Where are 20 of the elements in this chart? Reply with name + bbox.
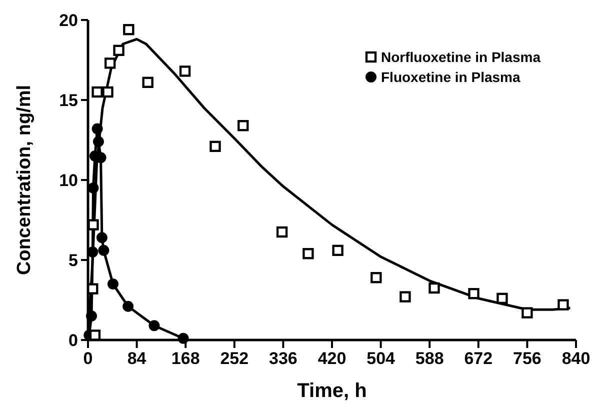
x-tick-label: 252 xyxy=(220,349,249,368)
y-tick-label: 20 xyxy=(59,11,78,30)
x-tick-label: 504 xyxy=(366,349,396,368)
y-axis-title: Concentration, ng/ml xyxy=(14,85,35,275)
y-tick-label: 15 xyxy=(59,91,78,110)
x-tick-label: 588 xyxy=(415,349,444,368)
x-tick-label: 0 xyxy=(83,349,93,368)
x-tick-label: 84 xyxy=(127,349,147,368)
x-tick-label: 840 xyxy=(562,349,590,368)
y-tick-label: 5 xyxy=(68,251,78,270)
y-tick-label: 10 xyxy=(59,171,78,190)
x-tick-label: 756 xyxy=(513,349,542,368)
x-tick-label: 672 xyxy=(464,349,493,368)
legend-label: Norfluoxetine in Plasma xyxy=(381,49,541,65)
x-tick-label: 168 xyxy=(171,349,200,368)
legend-label: Fluoxetine in Plasma xyxy=(381,69,520,85)
x-tick-label: 336 xyxy=(269,349,298,368)
x-tick-label: 420 xyxy=(318,349,346,368)
y-tick-label: 0 xyxy=(68,331,78,350)
x-axis-title: Time, h xyxy=(297,380,367,402)
